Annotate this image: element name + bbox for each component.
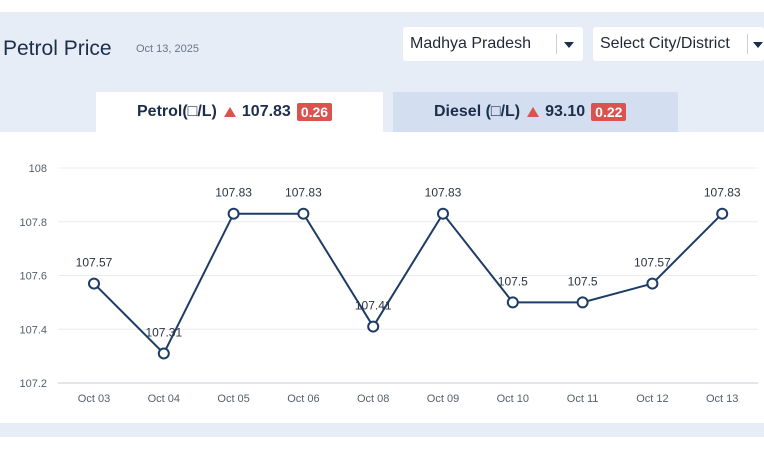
state-dropdown-label: Madhya Pradesh	[410, 35, 531, 52]
price-date: Oct 13, 2025	[136, 43, 199, 55]
tab-petrol-price: 107.83	[241, 103, 291, 120]
tab-diesel-label: Diesel (□/L)	[434, 103, 521, 120]
x-tick-label: Oct 03	[78, 393, 110, 405]
x-tick-label: Oct 05	[217, 393, 249, 405]
state-dropdown[interactable]: Madhya Pradesh	[403, 27, 583, 61]
y-tick-label: 107.2	[19, 378, 47, 390]
data-point[interactable]	[297, 207, 310, 220]
data-label: 107.5	[498, 274, 528, 288]
data-label: 107.31	[145, 325, 182, 339]
data-label: 107.83	[215, 186, 252, 200]
x-tick-label: Oct 06	[287, 393, 319, 405]
data-point[interactable]	[227, 207, 240, 220]
x-tick-label: Oct 10	[497, 393, 529, 405]
data-point[interactable]	[646, 277, 659, 290]
caret-down-icon[interactable]	[753, 42, 763, 48]
tab-petrol-label: Petrol(□/L)	[137, 103, 217, 120]
dropdown-separator	[747, 34, 748, 54]
triangle-up-icon	[223, 107, 236, 117]
x-tick-label: Oct 13	[706, 393, 738, 405]
data-label: 107.57	[634, 256, 671, 270]
y-tick-label: 107.8	[19, 217, 47, 229]
tab-diesel-change-badge: 0.22	[591, 103, 627, 121]
y-tick-label: 107.6	[19, 271, 47, 283]
data-point[interactable]	[437, 207, 449, 220]
page-title: Petrol Price	[3, 37, 112, 60]
data-label: 107.5	[568, 274, 598, 288]
x-tick-label: Oct 08	[357, 393, 389, 405]
data-point[interactable]	[157, 347, 170, 360]
y-tick-label: 107.4	[19, 324, 47, 336]
data-label: 107.83	[285, 186, 322, 200]
tab-petrol-change-badge: 0.26	[296, 103, 333, 121]
data-label: 107.57	[76, 256, 113, 270]
x-tick-label: Oct 12	[636, 393, 668, 405]
series-line	[93, 211, 723, 356]
y-tick-label: 108	[29, 163, 47, 175]
x-tick-label: Oct 11	[567, 393, 599, 405]
price-line-chart: 108 107.8 107.6 107.4 107.2 Oct 03 Oct 04 Oct 0…	[19, 163, 758, 405]
city-dropdown[interactable]: Select City/District	[593, 27, 764, 61]
x-tick-label: Oct 04	[148, 393, 180, 405]
triangle-up-icon	[527, 107, 540, 117]
caret-down-icon[interactable]	[564, 42, 574, 48]
data-point[interactable]	[506, 296, 519, 309]
data-label: 107.83	[425, 186, 462, 200]
dropdown-separator	[556, 34, 557, 54]
x-tick-label: Oct 09	[427, 393, 459, 405]
chart-container: 108 107.8 107.6 107.4 107.2 Oct 03 Oct 04 Oct 0…	[0, 132, 764, 423]
tab-diesel[interactable]: Diesel (□/L) 93.10 0.22	[393, 92, 678, 132]
data-point[interactable]	[576, 296, 589, 309]
data-label: 107.83	[704, 186, 741, 200]
data-point[interactable]	[367, 320, 380, 333]
tab-petrol[interactable]: Petrol(□/L) 107.83 0.26	[96, 92, 383, 132]
data-label: 107.41	[355, 299, 392, 313]
city-dropdown-label: Select City/District	[600, 35, 730, 52]
data-point[interactable]	[88, 277, 100, 290]
data-point[interactable]	[716, 207, 729, 220]
tab-diesel-price: 93.10	[545, 103, 586, 120]
